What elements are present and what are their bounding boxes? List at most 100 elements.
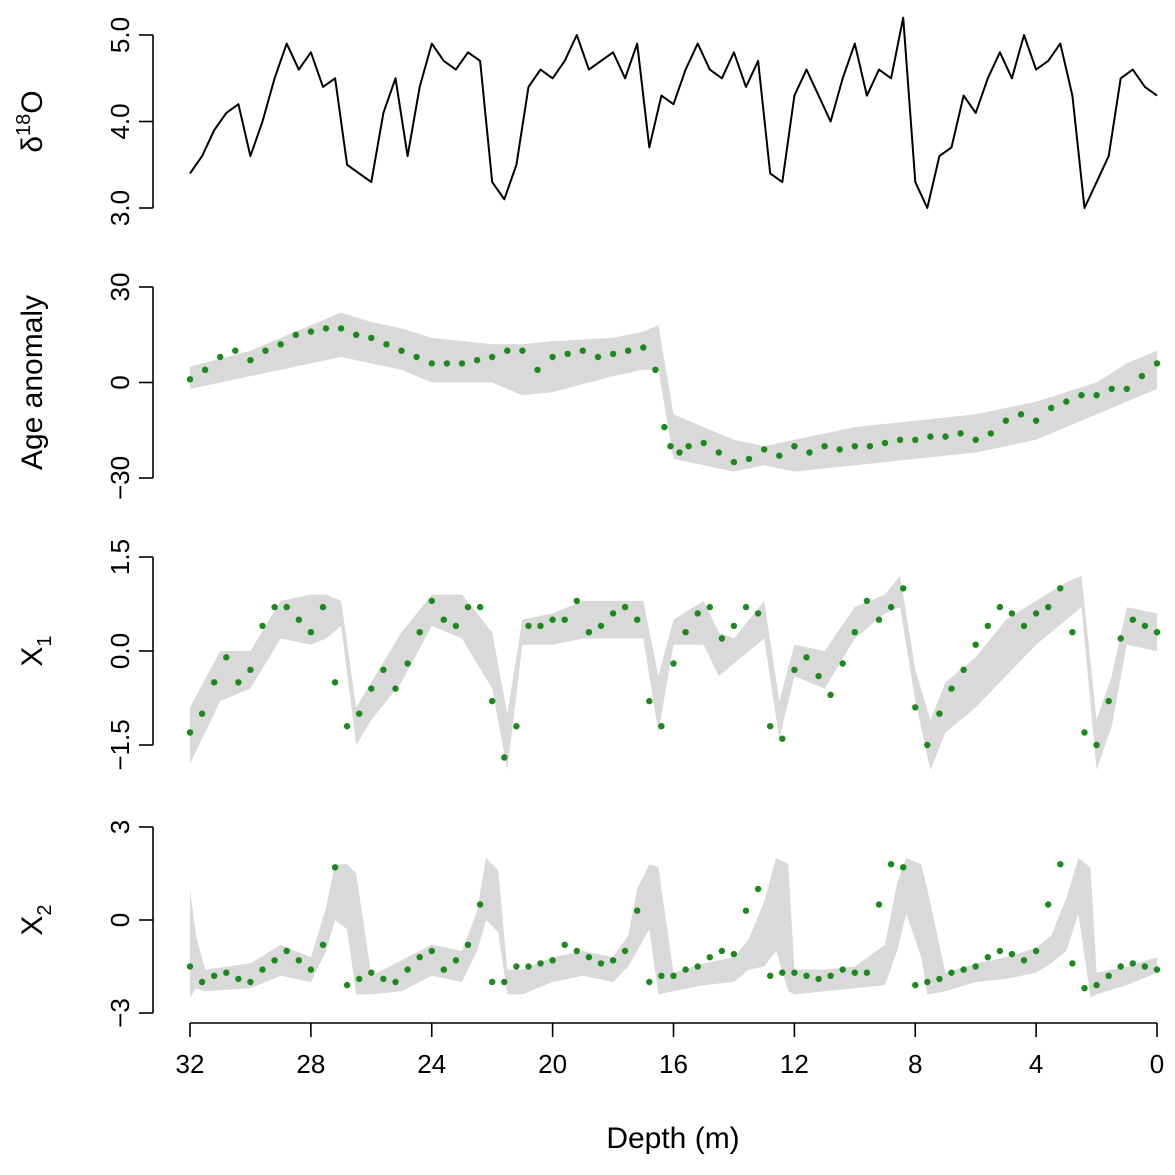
data-point: [887, 861, 895, 868]
data-point: [1129, 616, 1137, 623]
data-point: [912, 981, 919, 989]
data-point: [594, 353, 602, 361]
y-tick-label: 4.0: [105, 103, 135, 139]
data-point: [440, 616, 447, 623]
data-point: [658, 723, 665, 730]
data-point: [307, 328, 315, 335]
data-point: [718, 947, 726, 955]
data-point: [646, 697, 653, 705]
data-point: [416, 954, 423, 961]
data-point: [295, 616, 302, 623]
uncertainty-band: [190, 575, 1157, 771]
data-point: [1141, 622, 1149, 630]
data-point: [761, 446, 768, 453]
x-tick-label: 12: [780, 1049, 809, 1079]
data-point: [534, 366, 541, 373]
y-tick-label: −30: [105, 456, 135, 500]
data-point: [1117, 963, 1124, 970]
data-point: [331, 864, 339, 871]
data-point: [476, 901, 484, 908]
data-point: [1093, 981, 1100, 989]
data-point: [428, 360, 435, 367]
data-point: [1069, 629, 1076, 636]
data-point: [984, 954, 991, 961]
data-point: [452, 622, 460, 630]
data-point: [767, 972, 774, 979]
data-point: [201, 366, 209, 373]
data-point: [271, 957, 278, 964]
data-point: [579, 347, 586, 354]
data-point: [839, 660, 846, 667]
data-point: [875, 616, 883, 623]
y-axis-title-main: δ: [16, 136, 49, 153]
data-point: [779, 735, 786, 742]
data-point: [1153, 629, 1161, 636]
data-point: [646, 978, 653, 986]
data-point: [597, 622, 605, 630]
data-point: [307, 629, 315, 636]
data-point: [658, 972, 665, 979]
data-point: [561, 941, 568, 948]
data-point: [1048, 404, 1055, 412]
data-point: [398, 347, 405, 354]
data-point: [730, 458, 738, 466]
x-tick-label: 0: [1150, 1049, 1164, 1079]
data-point: [742, 907, 750, 914]
data-point: [836, 446, 843, 453]
data-point: [353, 331, 360, 338]
data-point: [1105, 972, 1112, 979]
data-point: [791, 969, 798, 976]
data-point: [806, 449, 813, 456]
data-point: [875, 901, 883, 908]
x-tick-label: 8: [908, 1049, 922, 1079]
data-point: [383, 341, 390, 348]
data-point: [625, 347, 632, 354]
data-point: [513, 723, 520, 730]
data-point: [661, 423, 668, 431]
data-point: [1081, 729, 1088, 736]
data-point: [827, 972, 834, 979]
data-point: [948, 685, 955, 692]
data-point: [1093, 392, 1100, 399]
data-point: [1129, 960, 1137, 967]
data-point: [549, 616, 556, 623]
series-line: [189, 16, 1158, 209]
data-point: [356, 710, 363, 717]
data-point: [368, 685, 375, 692]
data-point: [1017, 411, 1025, 418]
data-point: [283, 603, 290, 611]
x-axis: 32 28 24 20 16 12 8 4 0: [176, 1022, 1164, 1079]
y-tick-label: 5.0: [105, 17, 135, 53]
x-tick-label: 20: [538, 1049, 567, 1079]
y-tick-label: −1.5: [105, 719, 135, 770]
data-point: [368, 334, 375, 342]
data-point: [337, 325, 345, 332]
data-point: [235, 679, 242, 686]
data-point: [652, 366, 659, 373]
data-point: [1045, 901, 1052, 908]
data-point: [609, 350, 617, 358]
data-point: [223, 654, 230, 661]
y-axis-title-tail: O: [16, 90, 49, 113]
data-point: [392, 978, 399, 986]
data-point: [247, 357, 254, 364]
series-points: [186, 861, 1161, 992]
data-point: [896, 436, 904, 443]
data-point: [715, 449, 722, 456]
data-point: [776, 452, 783, 459]
y-tick-label: 0: [105, 375, 135, 389]
data-point: [271, 603, 278, 611]
data-point: [331, 679, 339, 686]
data-point: [464, 941, 472, 948]
data-point: [1123, 385, 1131, 393]
data-point: [549, 957, 556, 964]
data-point: [972, 641, 979, 648]
y-axis-title-subscript: 1: [34, 635, 56, 646]
data-point: [428, 947, 435, 955]
data-point: [356, 975, 363, 983]
data-point: [700, 439, 707, 447]
data-point: [319, 603, 327, 611]
y-axis-title: X2: [16, 904, 56, 935]
data-point: [573, 947, 580, 955]
data-point: [186, 963, 194, 970]
